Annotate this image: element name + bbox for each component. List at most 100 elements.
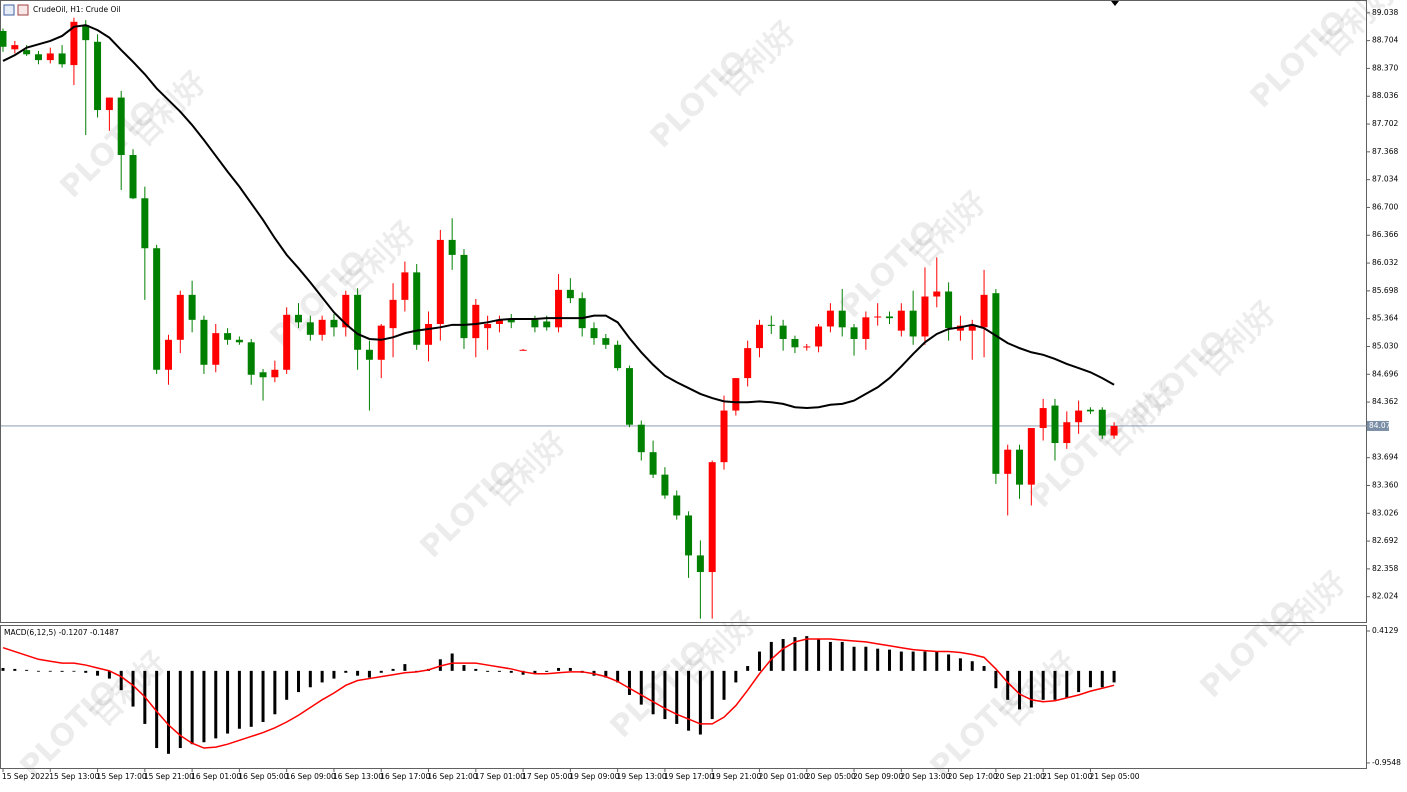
macd-bar: [746, 666, 750, 671]
macd-bar: [60, 670, 64, 672]
candle-body: [779, 325, 787, 339]
candle-body: [555, 289, 563, 328]
candle-body: [980, 294, 988, 328]
candle-body: [448, 239, 456, 255]
candle-body: [389, 299, 397, 329]
candle-body: [862, 317, 870, 339]
y-tick-label: 87.368: [1372, 147, 1398, 156]
x-tick-label: 17 Sep 01:00: [475, 772, 525, 781]
macd-bar: [178, 670, 182, 749]
macd-bar: [710, 670, 714, 720]
symbol-icon: [3, 4, 29, 16]
candle-body: [614, 344, 622, 369]
x-tick-label: 17 Sep 05:00: [522, 772, 572, 781]
macd-bar: [1112, 670, 1116, 683]
candle-body: [188, 294, 196, 320]
y-tick-label: 85.698: [1372, 286, 1398, 295]
candle-body: [105, 97, 113, 111]
macd-bar: [651, 670, 655, 715]
candle-body: [377, 325, 385, 360]
main-panel-frame: [0, 0, 1367, 623]
candle-body: [271, 369, 279, 378]
macd-bar: [982, 666, 986, 671]
x-tick-label: 19 Sep 13:00: [617, 772, 667, 781]
macd-bar: [36, 670, 40, 672]
x-tick-label: 16 Sep 17:00: [380, 772, 430, 781]
x-tick-label: 15 Sep 13:00: [49, 772, 99, 781]
candle-body: [58, 53, 66, 65]
macd-bar: [273, 670, 277, 715]
candle-body: [82, 25, 90, 41]
candle-body: [70, 21, 78, 66]
x-tick-label: 16 Sep 05:00: [238, 772, 288, 781]
x-tick-label: 20 Sep 21:00: [995, 772, 1045, 781]
candle-body: [661, 474, 669, 496]
macd-bar: [1065, 670, 1069, 698]
candle-body: [507, 319, 515, 323]
candle-body: [484, 323, 492, 329]
x-tick-label: 20 Sep 05:00: [806, 772, 856, 781]
candle-body: [117, 97, 125, 156]
candle-body: [720, 410, 728, 463]
macd-bar: [356, 670, 360, 676]
y-tick-label: 85.364: [1372, 314, 1398, 323]
candle-body: [460, 254, 468, 339]
x-tick-label: 16 Sep 01:00: [191, 772, 241, 781]
candle-body: [826, 310, 834, 327]
macd-bar: [119, 670, 123, 691]
candle-body: [590, 328, 598, 339]
macd-bar: [687, 670, 691, 731]
macd-bar: [261, 670, 265, 722]
macd-bar: [781, 639, 785, 671]
candle-body: [744, 348, 752, 379]
candle-body: [755, 324, 763, 349]
candle-body: [696, 555, 704, 573]
macd-bar: [474, 668, 478, 671]
macd-bar: [769, 641, 773, 671]
candle-body: [200, 319, 208, 365]
candle-body: [1098, 409, 1106, 436]
candle-body: [732, 378, 740, 411]
candle-body: [933, 291, 941, 297]
candle-body: [791, 338, 799, 348]
macd-bar: [604, 670, 608, 678]
macd-bar: [935, 651, 939, 671]
candle-body: [838, 310, 846, 328]
shift-marker: [1111, 1, 1119, 6]
x-tick-label: 21 Sep 05:00: [1089, 772, 1139, 781]
candle-body: [46, 53, 54, 61]
macd-bar: [285, 670, 289, 700]
macd-bar: [332, 670, 336, 679]
candle-body: [164, 339, 172, 370]
candle-body: [318, 319, 326, 335]
y-tick-label: 88.036: [1372, 91, 1398, 100]
macd-bar: [391, 668, 395, 671]
candle-body: [141, 198, 149, 249]
macd-bar: [734, 670, 738, 683]
candle-body: [874, 316, 882, 318]
x-tick-label: 16 Sep 09:00: [286, 772, 336, 781]
plot-layer: 89.038 88.704 88.370 88.036 87.702 87.368 87.0…: [0, 8, 1401, 781]
macd-panel-frame: [0, 625, 1367, 769]
macd-bar: [462, 665, 466, 671]
y-tick-label: 83.694: [1372, 453, 1398, 462]
candle-body: [850, 327, 858, 339]
candle-body: [685, 515, 693, 556]
y-tick-label: 86.700: [1372, 202, 1398, 211]
candle-body: [921, 296, 929, 337]
macd-bar: [958, 658, 962, 671]
candle-body: [224, 333, 232, 340]
macd-bar: [320, 670, 324, 683]
macd-bar: [72, 670, 76, 672]
macd-bar: [367, 670, 371, 678]
y-tick-label: 0.4129: [1372, 626, 1398, 635]
macd-bar: [817, 639, 821, 671]
candle-body: [708, 462, 716, 573]
macd-bar: [1053, 670, 1057, 700]
y-tick-label: 88.704: [1372, 36, 1398, 45]
macd-bar: [249, 670, 253, 727]
candle-body: [602, 338, 610, 345]
x-tick-label: 20 Sep 13:00: [900, 772, 950, 781]
y-tick-label: 87.702: [1372, 119, 1398, 128]
macd-bar: [947, 654, 951, 671]
